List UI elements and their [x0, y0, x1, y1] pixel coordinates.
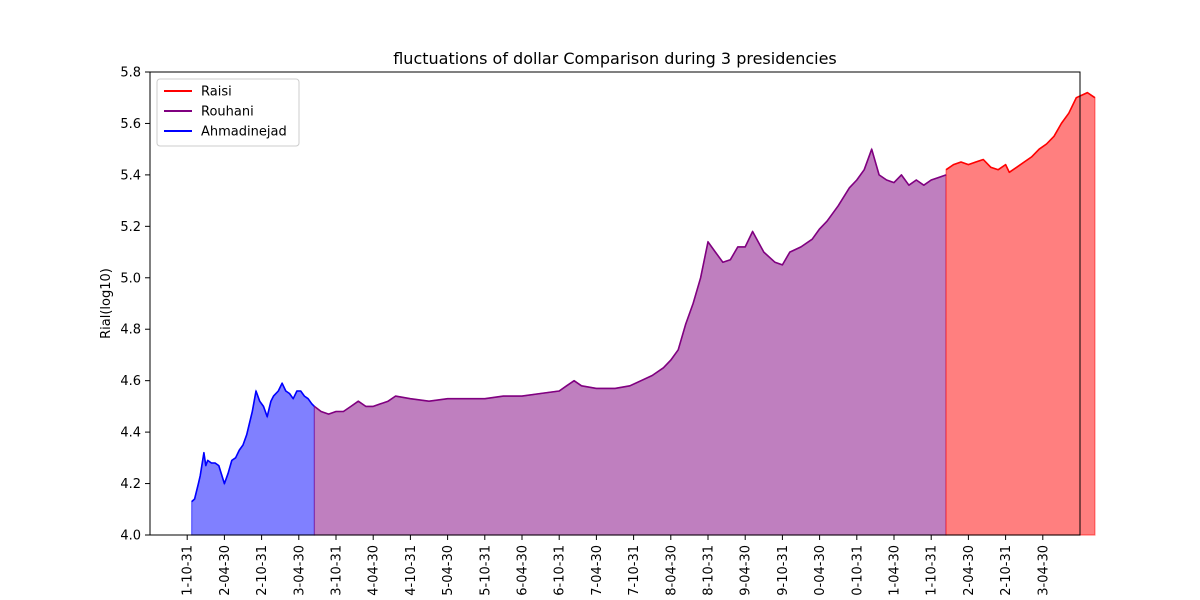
x-tick-label: 4-10-31 [404, 545, 419, 596]
x-tick-label: 2-04-30 [962, 545, 977, 596]
chart-title: fluctuations of dollar Comparison during… [393, 49, 837, 68]
x-tick-label: 7-10-31 [627, 545, 642, 596]
legend-label-rouhani: Rouhani [201, 105, 254, 120]
y-tick-label: 5.0 [120, 271, 141, 286]
y-tick-label: 5.8 [120, 66, 141, 81]
x-tick-label: 9-10-31 [776, 545, 791, 596]
x-tick-label: 2-04-30 [218, 545, 233, 596]
y-axis: 4.0 4.2 4.4 4.6 4.8 5.0 5.2 5.4 5.6 5.8 [120, 66, 150, 544]
x-tick-label: 3-04-30 [292, 545, 307, 596]
y-tick-label: 5.6 [120, 117, 141, 132]
y-tick-label: 4.0 [120, 529, 141, 544]
series-lines [191, 91, 1096, 503]
x-tick-label: 1-04-30 [888, 545, 903, 596]
x-tick-label: 8-10-31 [702, 545, 717, 596]
legend-box [156, 78, 300, 147]
y-axis-label: Rial(log10) [99, 268, 114, 339]
y-tick-label: 4.8 [120, 323, 141, 338]
legend-label-ahmadinejad: Ahmadinejad [201, 125, 287, 140]
x-tick-label: 0-10-31 [850, 545, 865, 596]
x-tick-label: 5-10-31 [478, 545, 493, 596]
x-tick-label: 6-10-31 [553, 545, 568, 596]
x-tick-label: 6-04-30 [516, 545, 531, 596]
x-tick-label: 0-04-30 [813, 545, 828, 596]
y-tick-label: 5.4 [120, 168, 141, 183]
x-tick-label: 3-04-30 [1036, 545, 1051, 596]
x-tick-label: 9-04-30 [739, 545, 754, 596]
x-tick-label: 1-10-31 [925, 545, 940, 596]
legend: Raisi Rouhani Ahmadinejad [156, 78, 300, 147]
line-raisi [945, 91, 1096, 174]
x-tick-label: 2-10-31 [255, 545, 270, 596]
y-tick-label: 4.4 [120, 426, 141, 441]
x-tick-label: 8-04-30 [664, 545, 679, 596]
y-tick-label: 4.6 [120, 374, 141, 389]
plot-frame [149, 71, 1081, 536]
x-tick-label: 5-04-30 [441, 545, 456, 596]
y-tick-label: 4.2 [120, 477, 141, 492]
x-axis: 1-10-31 2-04-30 2-10-31 3-04-30 3-10-31 4-04-… [181, 535, 1051, 596]
x-tick-label: 4-04-30 [367, 545, 382, 596]
line-ahmadinejad [191, 382, 315, 503]
x-tick-label: 7-04-30 [590, 545, 605, 596]
y-tick-label: 5.2 [120, 220, 141, 235]
legend-label-raisi: Raisi [201, 85, 232, 100]
x-tick-label: 2-10-31 [999, 545, 1014, 596]
x-tick-label: 1-10-31 [181, 545, 196, 596]
line-rouhani [313, 148, 947, 415]
x-tick-label: 3-10-31 [330, 545, 345, 596]
